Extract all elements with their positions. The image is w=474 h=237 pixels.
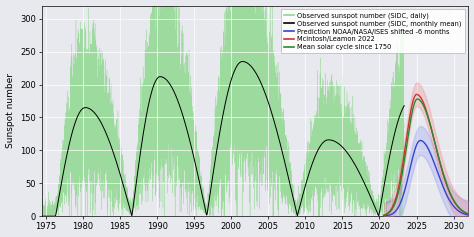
Legend: Observed sunspot number (SIDC, daily), Observed sunspot number (SIDC, monthly me: Observed sunspot number (SIDC, daily), O… bbox=[281, 9, 465, 53]
Y-axis label: Sunspot number: Sunspot number bbox=[6, 73, 15, 148]
